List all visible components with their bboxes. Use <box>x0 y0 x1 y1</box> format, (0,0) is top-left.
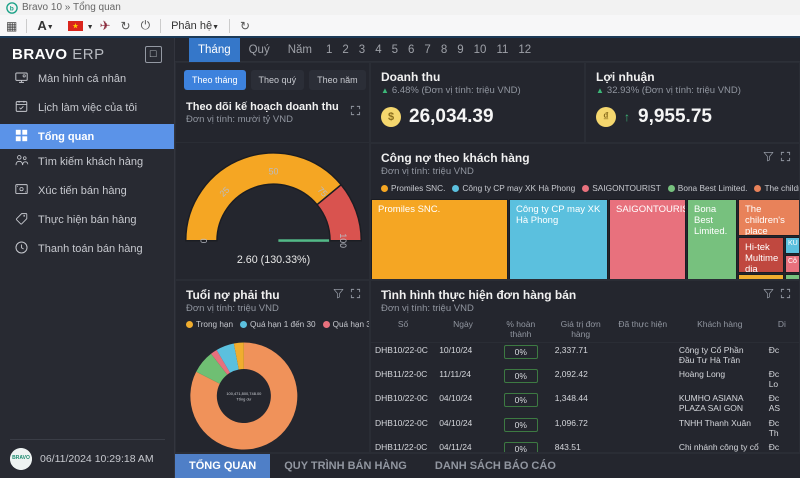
svg-text:100: 100 <box>338 233 348 248</box>
svg-text:50: 50 <box>269 166 279 176</box>
svg-text:Tổng dư: Tổng dư <box>236 397 251 402</box>
svg-text:BRAVO: BRAVO <box>12 455 30 461</box>
svg-text:2.60 (130.33%): 2.60 (130.33%) <box>237 254 310 266</box>
svg-text:100,471,800,748.00: 100,471,800,748.00 <box>226 391 262 396</box>
svg-text:0: 0 <box>199 238 209 243</box>
svg-text:b: b <box>10 5 14 12</box>
